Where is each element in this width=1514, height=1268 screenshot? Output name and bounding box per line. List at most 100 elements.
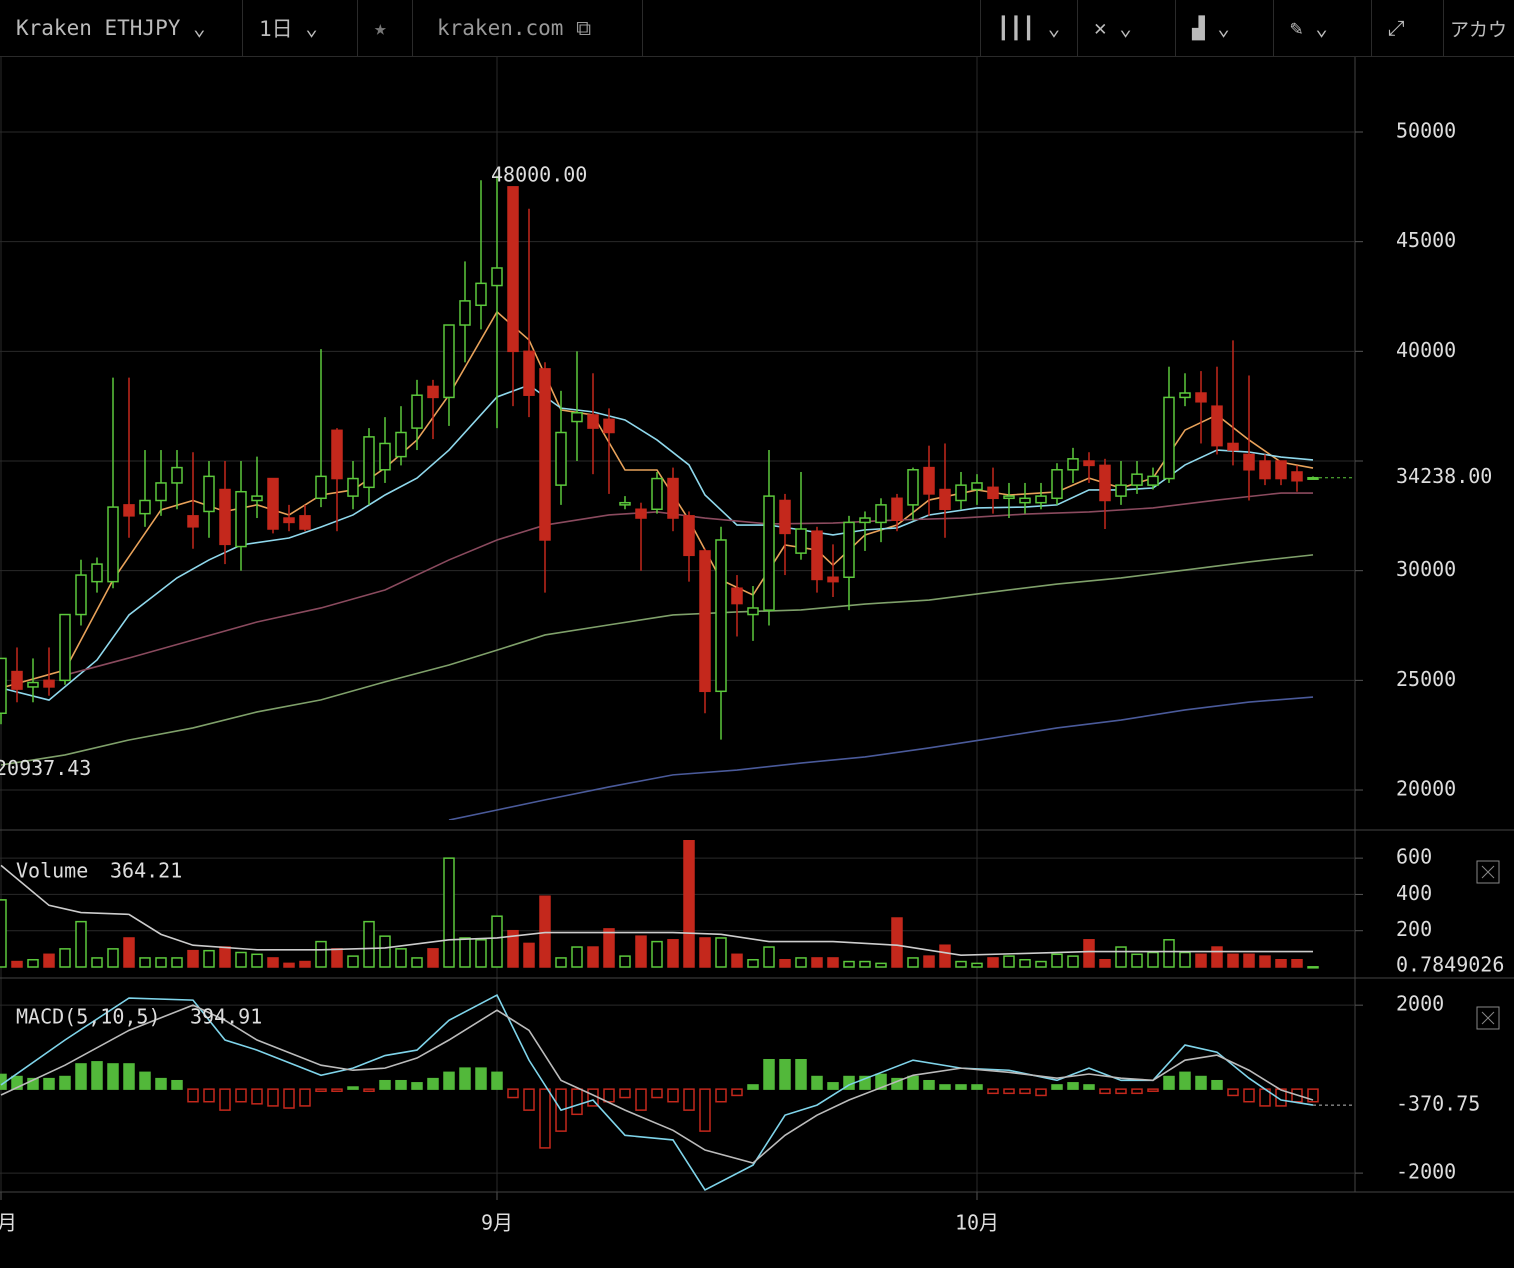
macd-histogram-bar: [1083, 1084, 1095, 1090]
macd-histogram-bar: [411, 1082, 423, 1090]
macd-histogram-bar: [11, 1075, 23, 1090]
volume-bar: [1147, 951, 1159, 968]
volume-bar: [139, 957, 151, 968]
legend-name: Volume: [16, 859, 88, 883]
macd-histogram-bar: [763, 1058, 775, 1090]
macd-histogram-bar: [235, 1088, 247, 1103]
candle-body: [875, 504, 887, 524]
volume-bar: [203, 949, 215, 968]
macd-histogram-bar: [379, 1079, 391, 1090]
volume-bar: [427, 948, 439, 968]
candle-body: [251, 495, 263, 502]
bars-button[interactable]: ┃┃┃ ⌄: [980, 0, 1078, 56]
candle-body: [91, 563, 103, 583]
candle-body: [443, 324, 455, 399]
macd-histogram-bar: [971, 1084, 983, 1090]
volume-bar: [363, 920, 375, 968]
volume-bar: [555, 957, 567, 968]
volume-bar: [475, 939, 487, 968]
volume-bar: [171, 957, 183, 968]
macd-histogram-bar: [811, 1075, 823, 1090]
candle-body: [507, 186, 519, 353]
draw-button[interactable]: ✎ ⌄: [1274, 0, 1372, 56]
volume-bar: [987, 957, 999, 968]
fullscreen-button[interactable]: ⤢: [1372, 0, 1444, 56]
pane-macd: [0, 993, 1319, 1191]
volume-bar: [491, 915, 503, 968]
close-pane-button[interactable]: [1476, 1006, 1500, 1030]
macd-histogram-bar: [363, 1088, 375, 1092]
candle-body: [971, 482, 983, 491]
volume-bar: [27, 958, 39, 968]
macd-histogram-bar: [1227, 1088, 1239, 1097]
macd-histogram-bar: [907, 1075, 919, 1090]
candle-body: [1067, 458, 1079, 471]
volume-bar: [1259, 955, 1271, 968]
favorite-button[interactable]: ★: [358, 0, 413, 56]
moving-average-line: [0, 554, 1314, 766]
macd-histogram-bar: [299, 1088, 311, 1107]
volume-bar: [267, 957, 279, 968]
candle-body: [1083, 460, 1095, 467]
candle-body: [107, 506, 119, 583]
close-icon: [1481, 865, 1495, 879]
account: アカウ: [1450, 18, 1508, 41]
close-pane-button[interactable]: [1476, 860, 1500, 884]
macd-histogram-bar: [459, 1067, 471, 1090]
candle-body: [667, 477, 679, 519]
candle-body: [0, 657, 7, 714]
volume-bar: [731, 953, 743, 968]
macd-histogram-bar: [619, 1088, 631, 1099]
volume-bar: [1243, 953, 1255, 968]
candle-body: [891, 497, 903, 521]
symbol-button[interactable]: Kraken ETHJPY ⌄: [0, 0, 243, 56]
candle-body: [1003, 495, 1015, 500]
account-button[interactable]: アカウ: [1444, 0, 1514, 56]
volume-bar: [763, 946, 775, 968]
candle-body: [347, 477, 359, 497]
y-tick-label: 40000: [1396, 338, 1456, 362]
candle-body: [651, 477, 663, 511]
volume-bar: [59, 948, 71, 968]
moving-average-line: [0, 993, 1314, 1191]
macd-histogram-bar: [1307, 1088, 1319, 1103]
volume-bar: [667, 939, 679, 968]
indicator-button[interactable]: ✕ ⌄: [1078, 0, 1176, 56]
candle-body: [1211, 405, 1223, 447]
macd-histogram-bar: [1195, 1075, 1207, 1090]
macd-histogram-bar: [107, 1063, 119, 1090]
macd-histogram-bar: [1099, 1088, 1111, 1095]
candle-body: [187, 515, 199, 528]
volume-bar: [811, 957, 823, 968]
volume-bar: [683, 840, 695, 968]
macd-histogram-bar: [795, 1058, 807, 1090]
volume-bar: [459, 937, 471, 968]
macd-histogram-bar: [1019, 1088, 1031, 1095]
candle-body: [763, 495, 775, 611]
candle-body: [939, 488, 951, 511]
macd-histogram-bar: [667, 1088, 679, 1103]
volume-bar: [891, 917, 903, 968]
candle-body: [379, 442, 391, 471]
compare-button[interactable]: ▟ ⌄: [1176, 0, 1274, 56]
interval-button[interactable]: 1日 ⌄: [243, 0, 358, 56]
pane-volume: [0, 840, 1319, 969]
candle-body: [283, 517, 295, 524]
volume-bar: [539, 895, 551, 968]
last-price-label: 34238.00: [1396, 464, 1492, 488]
candle-body: [1291, 471, 1303, 482]
macd-histogram-bar: [171, 1079, 183, 1090]
volume-bar: [1275, 958, 1287, 968]
macd-histogram-bar: [427, 1077, 439, 1090]
site-link[interactable]: kraken.com ⧉: [413, 0, 643, 56]
volume-bar: [875, 962, 887, 968]
candle-body: [1275, 460, 1287, 480]
macd-histogram-bar: [1147, 1088, 1159, 1092]
candle-body: [475, 282, 487, 307]
macd-histogram-bar: [155, 1077, 167, 1090]
volume-bar: [443, 857, 455, 968]
macd-histogram-bar: [1131, 1088, 1143, 1095]
volume-bar: [651, 940, 663, 968]
candle-body: [1259, 460, 1271, 480]
